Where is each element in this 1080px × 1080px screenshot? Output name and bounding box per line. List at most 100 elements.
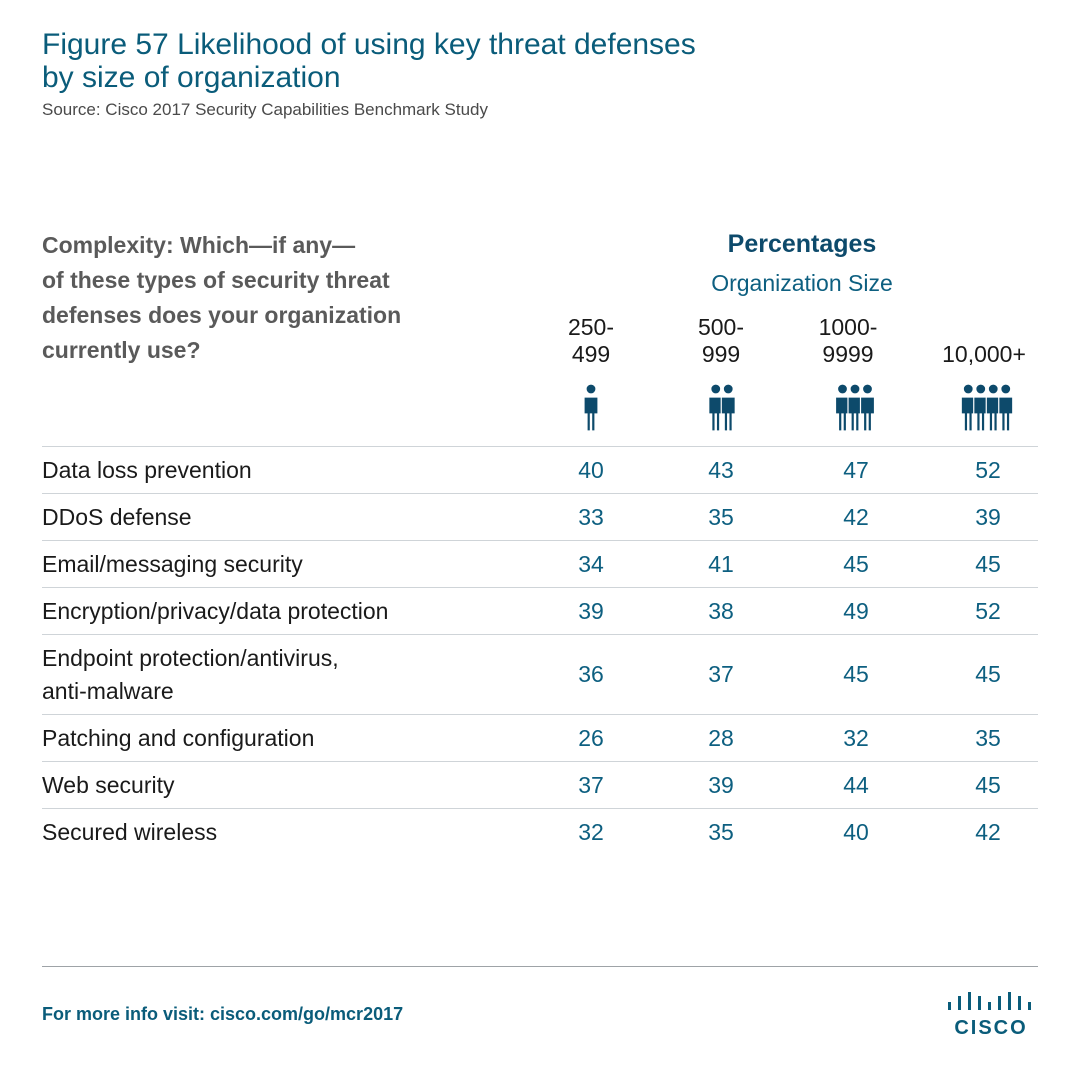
value-cell: 36 [578, 661, 604, 687]
value-cell: 37 [708, 661, 734, 687]
person-icon [998, 383, 1014, 432]
table-row: DDoS defense 33 35 42 39 [42, 494, 1038, 541]
value-cell: 52 [975, 456, 1001, 483]
row-label-text: DDoS defense [42, 503, 192, 530]
person-icon-group [583, 383, 599, 432]
person-icon [708, 383, 724, 432]
row-label: Email/messaging security [42, 541, 512, 587]
person-icon-group [960, 383, 1014, 432]
source-note: Source: Cisco 2017 Security Capabilities… [42, 100, 488, 119]
person-icon [973, 383, 989, 432]
person-icon-group [834, 383, 876, 432]
value-cell: 45 [843, 661, 869, 687]
value-cell: 40 [578, 456, 604, 483]
value-cell: 43 [708, 456, 734, 483]
row-label-text: Data loss prevention [42, 456, 252, 483]
value-cell: 37 [578, 771, 604, 798]
value-cell: 52 [975, 597, 1001, 624]
figure-title: Figure 57 Likelihood of using key threat… [42, 28, 1042, 94]
value-cell: 34 [578, 550, 604, 577]
table-row: Web security 37 39 44 45 [42, 762, 1038, 809]
more-info-link[interactable]: For more info visit: cisco.com/go/mcr201… [42, 1004, 404, 1024]
survey-question: Complexity: Which—if any— of these types… [42, 228, 512, 368]
figure-title-line1: Figure 57 Likelihood of using key threat… [42, 28, 696, 61]
footer-divider [42, 966, 1038, 967]
row-label-text: Email/messaging security [42, 550, 303, 577]
value-cell: 28 [708, 724, 734, 751]
value-cell: 32 [843, 724, 869, 751]
value-cell: 39 [578, 597, 604, 624]
value-cell: 38 [708, 597, 734, 624]
value-cell: 49 [843, 597, 869, 624]
row-label: Endpoint protection/antivirus, anti-malw… [42, 635, 512, 714]
row-label: Secured wireless [42, 809, 512, 855]
people-group-3 [828, 383, 882, 433]
column-header-line1: 10,000+ [942, 341, 1026, 367]
value-cell: 47 [843, 456, 869, 483]
cisco-logo: CISCO [944, 990, 1038, 1040]
question-line3: defenses does your organization [42, 302, 402, 328]
column-header-line1: 1000- [818, 314, 878, 340]
value-cell: 45 [843, 550, 869, 577]
row-label-line1: Endpoint protection/antivirus, [42, 644, 339, 671]
column-header-line2: 499 [571, 341, 611, 367]
value-cell: 45 [975, 771, 1001, 798]
data-table: Data loss prevention 40 43 47 52 DDoS de… [42, 446, 1038, 855]
percentages-heading: Percentages [727, 230, 877, 258]
question-line4: currently use? [42, 337, 201, 363]
question-line1: Complexity: Which—if any— [42, 232, 356, 258]
people-group-4 [951, 383, 1023, 433]
question-line2: of these types of security threat [42, 267, 390, 293]
title-block: Figure 57 Likelihood of using key threat… [42, 28, 1042, 120]
column-header-10000-plus: 10,000+ [929, 341, 1039, 368]
value-cell: 40 [843, 818, 869, 845]
value-cell: 32 [578, 818, 604, 845]
value-cell: 33 [578, 503, 604, 530]
value-cell: 26 [578, 724, 604, 751]
row-label: Data loss prevention [42, 447, 512, 493]
person-icon [859, 383, 876, 432]
column-header-1000-9999: 1000- 9999 [793, 314, 903, 368]
row-label-text: Patching and configuration [42, 724, 315, 751]
value-cell: 45 [975, 550, 1001, 577]
value-cell: 35 [708, 818, 734, 845]
value-cell: 39 [975, 503, 1001, 530]
person-icon [985, 383, 1001, 432]
table-row: Encryption/privacy/data protection 39 38… [42, 588, 1038, 635]
table-row: Patching and configuration 26 28 32 35 [42, 715, 1038, 762]
value-cell: 42 [975, 818, 1001, 845]
column-header-line1: 250- [567, 314, 615, 340]
column-header-500-999: 500- 999 [666, 314, 776, 368]
column-header-line2: 999 [701, 341, 741, 367]
value-cell: 45 [975, 661, 1001, 687]
organization-size-heading: Organization Size [711, 270, 893, 296]
person-icon [847, 383, 863, 432]
figure-title-line2: by size of organization [42, 61, 341, 94]
row-label: Patching and configuration [42, 715, 512, 761]
table-row: Data loss prevention 40 43 47 52 [42, 447, 1038, 494]
value-cell: 41 [708, 550, 734, 577]
column-header-line2: 9999 [822, 341, 874, 367]
table-row: Endpoint protection/antivirus, anti-malw… [42, 635, 1038, 715]
value-cell: 44 [843, 771, 869, 798]
value-cell: 39 [708, 771, 734, 798]
person-icon [583, 383, 599, 432]
person-icon [834, 383, 851, 432]
person-icon-group [708, 383, 736, 432]
row-label: Encryption/privacy/data protection [42, 588, 512, 634]
cisco-bars-icon [948, 992, 1031, 1010]
column-header-line1: 500- [697, 314, 745, 340]
value-cell: 42 [843, 503, 869, 530]
value-cell: 35 [975, 724, 1001, 751]
row-label: DDoS defense [42, 494, 512, 540]
table-row: Email/messaging security 34 41 45 45 [42, 541, 1038, 588]
table-row: Secured wireless 32 35 40 42 [42, 809, 1038, 855]
people-group-1 [576, 383, 606, 433]
row-label-text: Encryption/privacy/data protection [42, 597, 389, 624]
row-label: Web security [42, 762, 512, 808]
value-cell: 35 [708, 503, 734, 530]
row-label-text: Web security [42, 771, 175, 798]
row-label-line2: anti-malware [42, 677, 174, 704]
row-label-text: Secured wireless [42, 818, 218, 845]
people-group-2 [702, 383, 742, 433]
